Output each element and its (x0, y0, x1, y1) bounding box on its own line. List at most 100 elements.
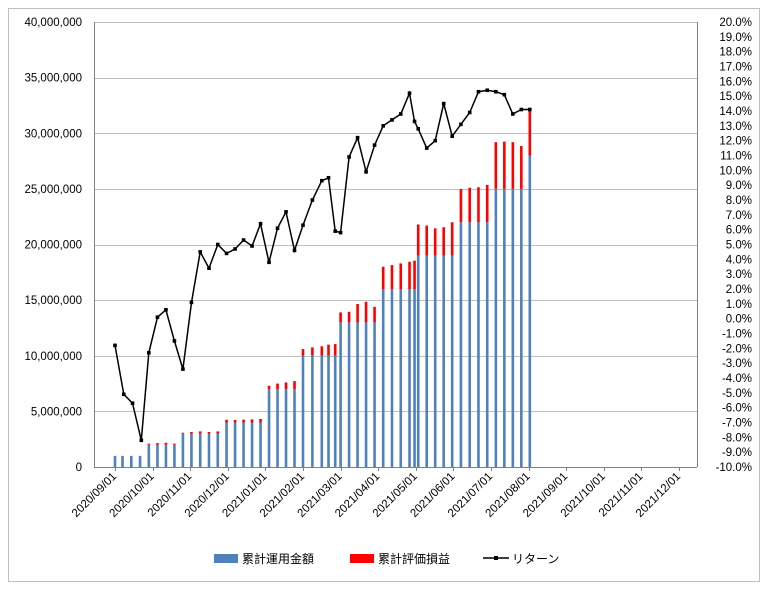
legend: 累計運用金額 累計評価損益 リターン (214, 551, 559, 566)
bar-unrealized (333, 344, 337, 356)
bar-unrealized (425, 225, 429, 256)
right-tick-label: 19.0% (719, 32, 752, 44)
return-point (250, 244, 254, 248)
return-point (485, 88, 490, 93)
bar-invested (173, 444, 176, 467)
return-point (215, 242, 220, 247)
return-point (139, 438, 144, 443)
right-tick-label: 15.0% (719, 91, 752, 103)
bar-unrealized (347, 311, 351, 323)
return-point (390, 118, 394, 122)
return-point (147, 350, 151, 355)
bar-invested (250, 422, 254, 467)
bar-invested (450, 255, 454, 467)
gridlines (94, 22, 697, 468)
left-tick-label: 30,000,000 (24, 128, 82, 140)
bar-invested (293, 389, 296, 467)
right-tick-label: 14.0% (719, 106, 752, 118)
bar-unrealized (259, 418, 262, 423)
bar-invested (198, 433, 202, 467)
return-point (450, 134, 454, 139)
bar-unrealized (147, 443, 151, 445)
return-point (416, 127, 421, 131)
bar-unrealized (156, 443, 159, 445)
return-point (284, 210, 288, 214)
bar-invested (181, 433, 185, 467)
left-axis-ticks: 0 5,000,000 10,000,000 15,000,000 20,000,000… (24, 17, 82, 474)
return-point (155, 315, 160, 319)
return-point (326, 175, 331, 180)
bar-unrealized (408, 261, 411, 289)
bar-unrealized (381, 266, 385, 289)
return-point (275, 226, 280, 230)
right-tick-label: -3.0% (722, 358, 752, 370)
bar-unrealized (477, 187, 480, 223)
bar-unrealized (364, 301, 368, 323)
bar-invested (113, 455, 117, 467)
return-point (181, 367, 185, 371)
bar-invested (373, 322, 376, 467)
bar-invested (276, 389, 279, 467)
bar-unrealized (198, 431, 202, 434)
bar-unrealized (373, 306, 376, 323)
right-tick-label: -9.0% (722, 447, 752, 459)
bar-invested (216, 433, 220, 467)
bar-invested (242, 422, 245, 467)
bar-invested (233, 422, 237, 467)
right-tick-label: 11.0% (720, 151, 752, 163)
return-point (338, 230, 343, 235)
axes (94, 22, 698, 471)
bar-invested (259, 422, 262, 467)
right-tick-label: 20.0% (719, 17, 752, 29)
return-point (258, 221, 263, 226)
bar-unrealized (320, 346, 324, 356)
bar-invested (408, 289, 411, 467)
bar-invested (207, 433, 211, 467)
return-point (364, 170, 368, 174)
right-tick-label: 6.0% (726, 225, 752, 237)
left-tick-label: 5,000,000 (31, 406, 82, 418)
return-point (433, 138, 438, 143)
return-point (467, 110, 472, 115)
return-point (511, 112, 515, 116)
return-point (476, 89, 481, 94)
bar-invested (156, 444, 159, 467)
bar-invested (301, 355, 305, 467)
return-point (372, 143, 377, 147)
bar-invested (381, 289, 385, 467)
bar-unrealized (416, 224, 420, 256)
bar-invested (511, 188, 515, 467)
return-point (502, 92, 507, 97)
bar-invested (520, 188, 523, 467)
bar-invested (164, 444, 168, 467)
right-tick-label: 3.0% (726, 269, 752, 281)
right-tick-label: 7.0% (726, 210, 752, 222)
bar-invested (121, 455, 124, 467)
return-point (459, 122, 463, 127)
return-line-series (113, 88, 532, 443)
bar-invested (399, 289, 403, 467)
bar-invested (311, 355, 314, 467)
left-tick-label: 35,000,000 (24, 73, 82, 85)
bar-unrealized (494, 142, 498, 189)
right-tick-label: -4.0% (722, 373, 752, 385)
right-tick-label: 16.0% (719, 76, 752, 88)
bar-unrealized (399, 263, 403, 289)
bar-unrealized (413, 260, 416, 289)
bar-unrealized (511, 142, 515, 189)
bar-invested (190, 433, 193, 467)
return-point (267, 260, 271, 265)
right-axis-ticks: -10.0% -9.0% -8.0% -7.0% -6.0% -5.0% -4.0% -3.0… (716, 17, 752, 474)
return-point (198, 250, 203, 254)
bar-series (113, 108, 532, 467)
bar-unrealized (250, 419, 254, 423)
right-tick-label: -5.0% (722, 388, 752, 400)
bar-invested (356, 322, 359, 467)
bar-unrealized (442, 227, 445, 256)
return-point (207, 266, 211, 271)
legend-swatch-unrealized (350, 554, 374, 563)
right-tick-label: 8.0% (726, 195, 752, 207)
bar-invested (425, 255, 429, 467)
bar-invested (528, 155, 532, 467)
